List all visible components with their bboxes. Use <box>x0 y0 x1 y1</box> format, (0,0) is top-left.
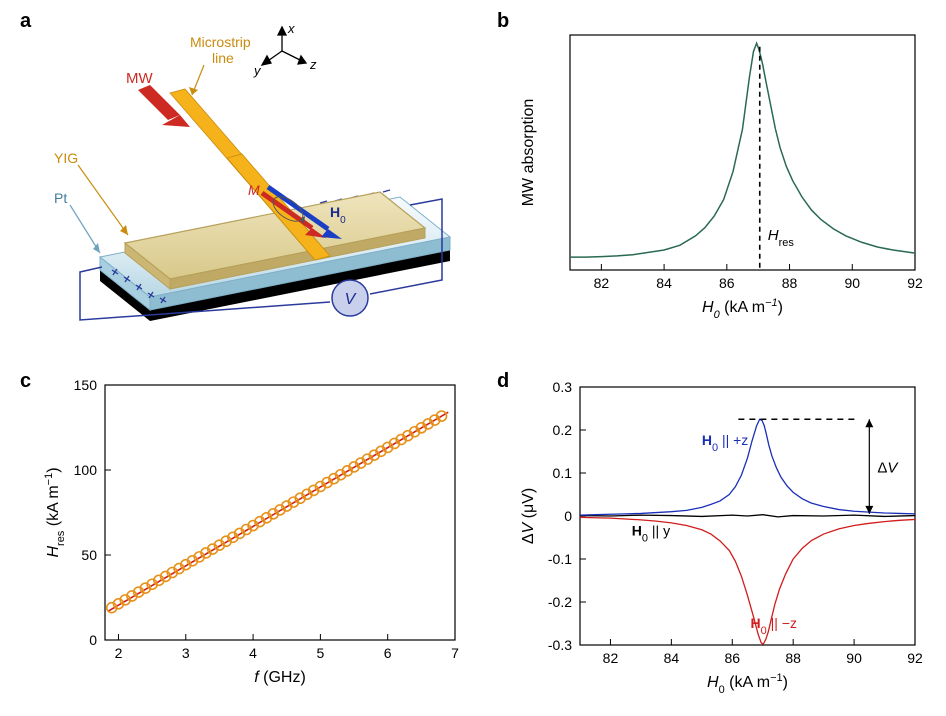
svg-text:92: 92 <box>907 275 923 291</box>
svg-text:90: 90 <box>844 275 860 291</box>
svg-text:ΔV: ΔV <box>877 460 899 477</box>
label-m: M <box>248 182 260 198</box>
panel-c-label: c <box>20 370 31 393</box>
svg-text:0.3: 0.3 <box>553 379 573 395</box>
label-mw: MW <box>126 70 153 87</box>
svg-text:92: 92 <box>907 650 923 666</box>
svg-text:90: 90 <box>846 650 862 666</box>
svg-text:-0.3: -0.3 <box>548 637 572 653</box>
svg-text:84: 84 <box>656 275 672 291</box>
svg-text:5: 5 <box>316 645 324 661</box>
panel-d-label: d <box>497 370 509 393</box>
panel-a-schematic: V x y z MW Microstrip line YIG Pt M H0 <box>30 25 460 325</box>
svg-text:82: 82 <box>603 650 619 666</box>
svg-text:H0 (kA m−1): H0 (kA m−1) <box>702 297 783 320</box>
svg-text:MW absorption: MW absorption <box>520 99 537 207</box>
svg-text:0: 0 <box>89 632 97 648</box>
svg-text:6: 6 <box>384 645 392 661</box>
svg-text:Hres: Hres <box>768 227 795 249</box>
svg-text:Hres (kA m−1): Hres (kA m−1) <box>43 467 67 557</box>
svg-text:MW: MW <box>126 70 153 87</box>
svg-text:YIG: YIG <box>54 150 78 166</box>
svg-text:100: 100 <box>74 462 98 478</box>
svg-text:ΔV (μV): ΔV (μV) <box>520 488 537 544</box>
axis-y-label: y <box>253 63 262 78</box>
svg-text:H0 || +z: H0 || +z <box>702 432 748 454</box>
svg-text:H0 (kA m−1): H0 (kA m−1) <box>707 672 788 696</box>
svg-text:84: 84 <box>664 650 680 666</box>
svg-text:Pt: Pt <box>54 190 67 206</box>
label-pt: Pt <box>54 190 100 253</box>
panel-b-chart: 82 84 86 88 90 92 MW absorption H0 (kA m−1) Hres <box>515 20 930 320</box>
label-microstrip: Microstrip line <box>189 34 251 95</box>
svg-text:82: 82 <box>594 275 610 291</box>
coord-axes <box>262 27 306 65</box>
svg-text:Microstrip: Microstrip <box>190 34 251 50</box>
svg-text:0.1: 0.1 <box>553 465 573 481</box>
svg-text:7: 7 <box>451 645 459 661</box>
svg-text:H0 || y: H0 || y <box>632 522 670 544</box>
svg-text:50: 50 <box>81 547 97 563</box>
panel-c-chart: 2 3 4 5 6 7 0 50 100 150 Hres (kA m−1) f (GHz) <box>40 375 470 700</box>
svg-text:f (GHz): f (GHz) <box>254 669 306 686</box>
svg-text:2: 2 <box>115 645 123 661</box>
svg-text:3: 3 <box>182 645 190 661</box>
svg-text:86: 86 <box>719 275 735 291</box>
panel-d-chart: 82 84 86 88 90 92 -0.3 -0.2 -0.1 0 0.1 0.2 0.3 ΔV (μV… <box>515 375 930 700</box>
svg-text:0.2: 0.2 <box>553 422 573 438</box>
svg-text:-0.2: -0.2 <box>548 594 572 610</box>
svg-text:88: 88 <box>782 275 798 291</box>
svg-text:line: line <box>212 50 234 66</box>
voltmeter-label: V <box>345 291 357 308</box>
svg-text:150: 150 <box>74 377 98 393</box>
axis-x-label: x <box>287 25 295 36</box>
svg-text:4: 4 <box>249 645 257 661</box>
panel-b-label: b <box>497 10 509 33</box>
svg-text:0: 0 <box>564 508 572 524</box>
svg-text:-0.1: -0.1 <box>548 551 572 567</box>
svg-text:88: 88 <box>785 650 801 666</box>
axis-z-label: z <box>309 57 317 72</box>
svg-text:86: 86 <box>724 650 740 666</box>
